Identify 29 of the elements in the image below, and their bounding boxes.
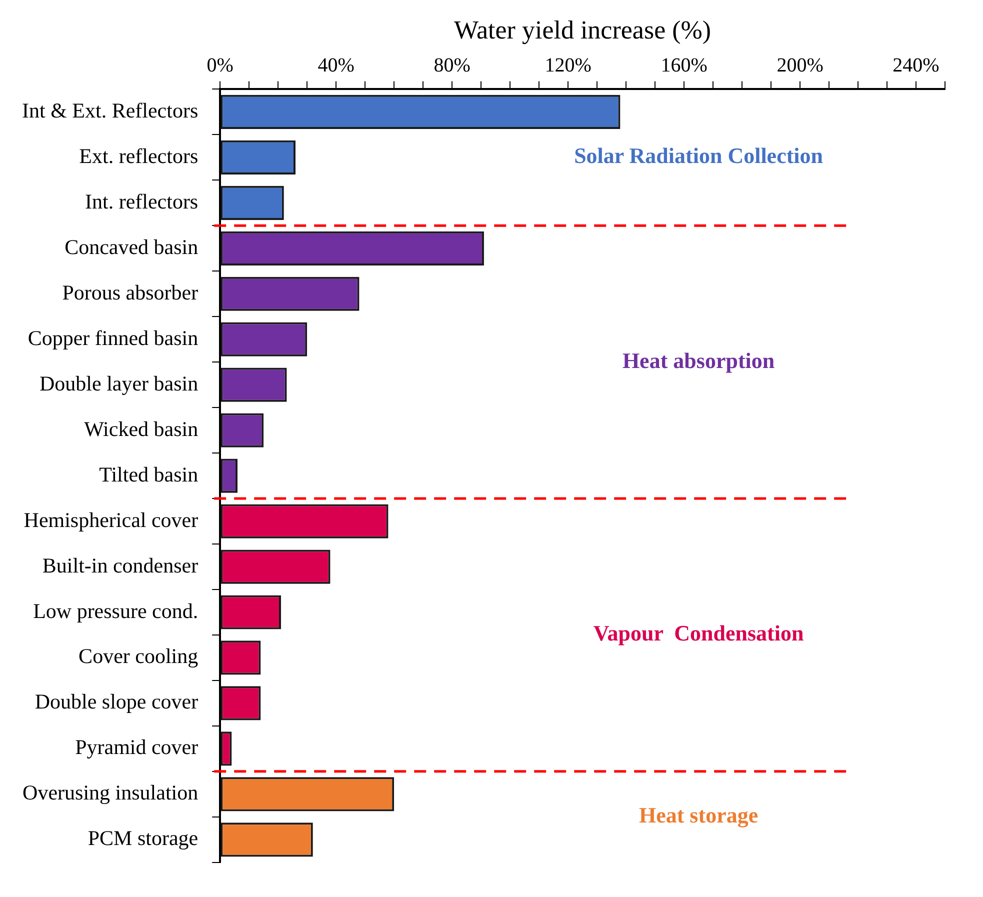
- y-tick-label: Double slope cover: [34, 690, 198, 714]
- y-tick-label: Copper finned basin: [28, 326, 199, 350]
- y-tick-label: Pyramid cover: [75, 735, 198, 760]
- y-tick-label: Low pressure cond.: [33, 598, 198, 623]
- y-tick-label: Concaved basin: [64, 234, 199, 259]
- x-tick-label: 120%: [544, 54, 592, 76]
- y-tick-label: Int. reflectors: [84, 189, 198, 214]
- y-tick-label: Porous absorber: [62, 280, 198, 304]
- y-tick-label: PCM storage: [88, 826, 198, 850]
- y-tick-label: Int & Ext. Reflectors: [22, 98, 198, 122]
- y-tick-label: Ext. reflectors: [79, 144, 198, 168]
- y-tick-label: Cover cooling: [78, 644, 199, 668]
- y-tick-label: Overusing insulation: [22, 780, 199, 805]
- annotation: Solar Radiation Collection: [574, 143, 824, 168]
- x-axis-title: Water yield increase (%): [454, 15, 712, 44]
- annotation: Heat storage: [638, 802, 758, 828]
- x-tick-label: 80%: [434, 54, 470, 76]
- y-tick-label: Hemispherical cover: [24, 508, 198, 532]
- annotation: Heat absorption: [622, 348, 775, 373]
- y-tick-label: Tilted basin: [99, 462, 199, 486]
- y-tick-label: Wicked basin: [84, 416, 199, 441]
- x-tick-label: 0%: [206, 54, 234, 76]
- x-tick-label: 240%: [892, 54, 940, 76]
- x-tick-label: 40%: [318, 54, 354, 76]
- y-tick-label: Double layer basin: [39, 371, 199, 396]
- annotation: Vapour Condensation: [593, 620, 804, 646]
- y-tick-label: Built-in condenser: [42, 553, 198, 578]
- x-tick-label: 160%: [660, 54, 708, 76]
- x-tick-label: 200%: [776, 54, 824, 76]
